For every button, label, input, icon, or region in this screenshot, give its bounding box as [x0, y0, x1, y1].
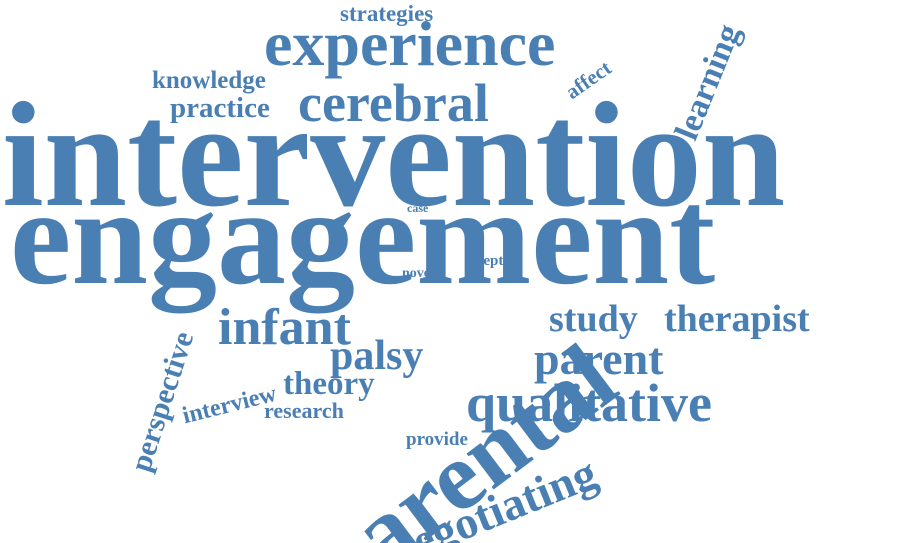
word-engagement: engagement: [10, 160, 716, 313]
word-depth: depth: [475, 253, 512, 269]
word-knowledge: knowledge: [152, 67, 266, 94]
word-provide: provide: [406, 429, 468, 450]
word-study: study: [549, 298, 638, 340]
word-qualitative: qualitative: [466, 373, 713, 433]
word-palsy: palsy: [330, 333, 424, 379]
word-experience: experience: [264, 8, 556, 79]
word-strategies: strategies: [340, 1, 434, 26]
word-infant: infant: [218, 299, 351, 356]
word-parent: parent: [534, 333, 664, 384]
word-intervention: intervention: [2, 72, 786, 238]
word-theory: theory: [283, 366, 375, 402]
word-novel: novel: [402, 266, 434, 281]
word-cerebral: cerebral: [298, 73, 489, 133]
word-therapist: therapist: [664, 298, 810, 340]
word-case: case: [407, 201, 429, 215]
word-practice: practice: [170, 92, 270, 124]
word-research: research: [264, 398, 344, 423]
